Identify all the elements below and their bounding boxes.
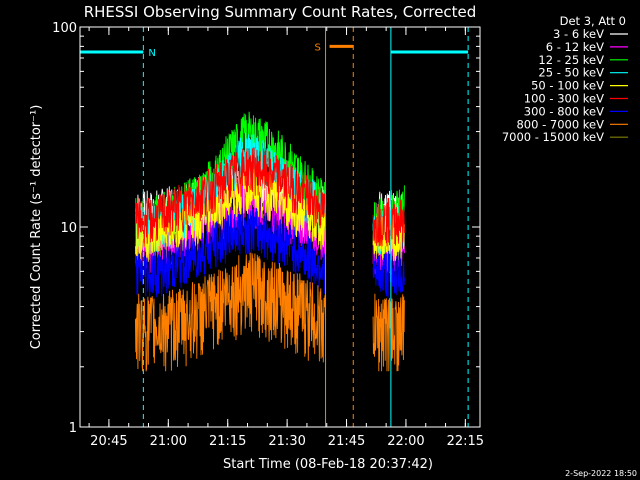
data-layer bbox=[134, 111, 405, 372]
y-tick-label: 1 bbox=[69, 421, 77, 436]
x-tick-label: 21:45 bbox=[328, 434, 365, 449]
legend-label: 50 - 100 keV bbox=[531, 79, 604, 93]
chart-title: RHESSI Observing Summary Count Rates, Co… bbox=[84, 3, 477, 21]
saa-label: S bbox=[315, 42, 321, 53]
date-stamp: 2-Sep-2022 18:50 bbox=[565, 469, 637, 478]
legend-label: 12 - 25 keV bbox=[538, 53, 604, 67]
x-axis-label: Start Time (08-Feb-18 20:37:42) bbox=[223, 457, 433, 472]
y-axis-label: Corrected Count Rate (s⁻¹ detector⁻¹) bbox=[29, 105, 44, 350]
legend-label: 25 - 50 keV bbox=[538, 66, 604, 80]
legend-header: Det 3, Att 0 bbox=[560, 14, 626, 28]
axis-layer: 20:45 21:00 21:15 21:30 21:45 22:00 22:15 1 10 10… bbox=[52, 21, 484, 449]
x-tick-label: 21:15 bbox=[209, 434, 246, 449]
x-tick-label: 22:15 bbox=[447, 434, 484, 449]
series-line-100-300kev-seg2 bbox=[372, 197, 405, 247]
series-line-800-7000kev-seg1 bbox=[134, 252, 326, 372]
x-tick-label: 20:45 bbox=[90, 434, 127, 449]
y-tick-label: 10 bbox=[60, 221, 77, 236]
legend-label: 6 - 12 keV bbox=[546, 40, 604, 54]
legend-label: 300 - 800 keV bbox=[524, 104, 604, 118]
x-tick-label: 21:30 bbox=[268, 434, 305, 449]
series-line-100-300kev-seg1 bbox=[134, 147, 326, 247]
legend-label: 800 - 7000 keV bbox=[516, 117, 604, 131]
series-line-300-800kev-seg1 bbox=[134, 207, 326, 298]
legend-label: 100 - 300 keV bbox=[524, 92, 604, 106]
series-line-800-7000kev-seg2 bbox=[372, 293, 405, 372]
legend-label: 7000 - 15000 keV bbox=[502, 130, 604, 144]
series-line-300-800kev-seg2 bbox=[372, 250, 405, 298]
x-tick-label: 22:00 bbox=[387, 434, 424, 449]
night-label: N bbox=[148, 48, 155, 59]
y-tick-label: 100 bbox=[52, 21, 77, 36]
legend-label: 3 - 6 keV bbox=[553, 27, 604, 41]
x-tick-label: 21:00 bbox=[150, 434, 187, 449]
annotation-layer: NS bbox=[80, 27, 469, 427]
